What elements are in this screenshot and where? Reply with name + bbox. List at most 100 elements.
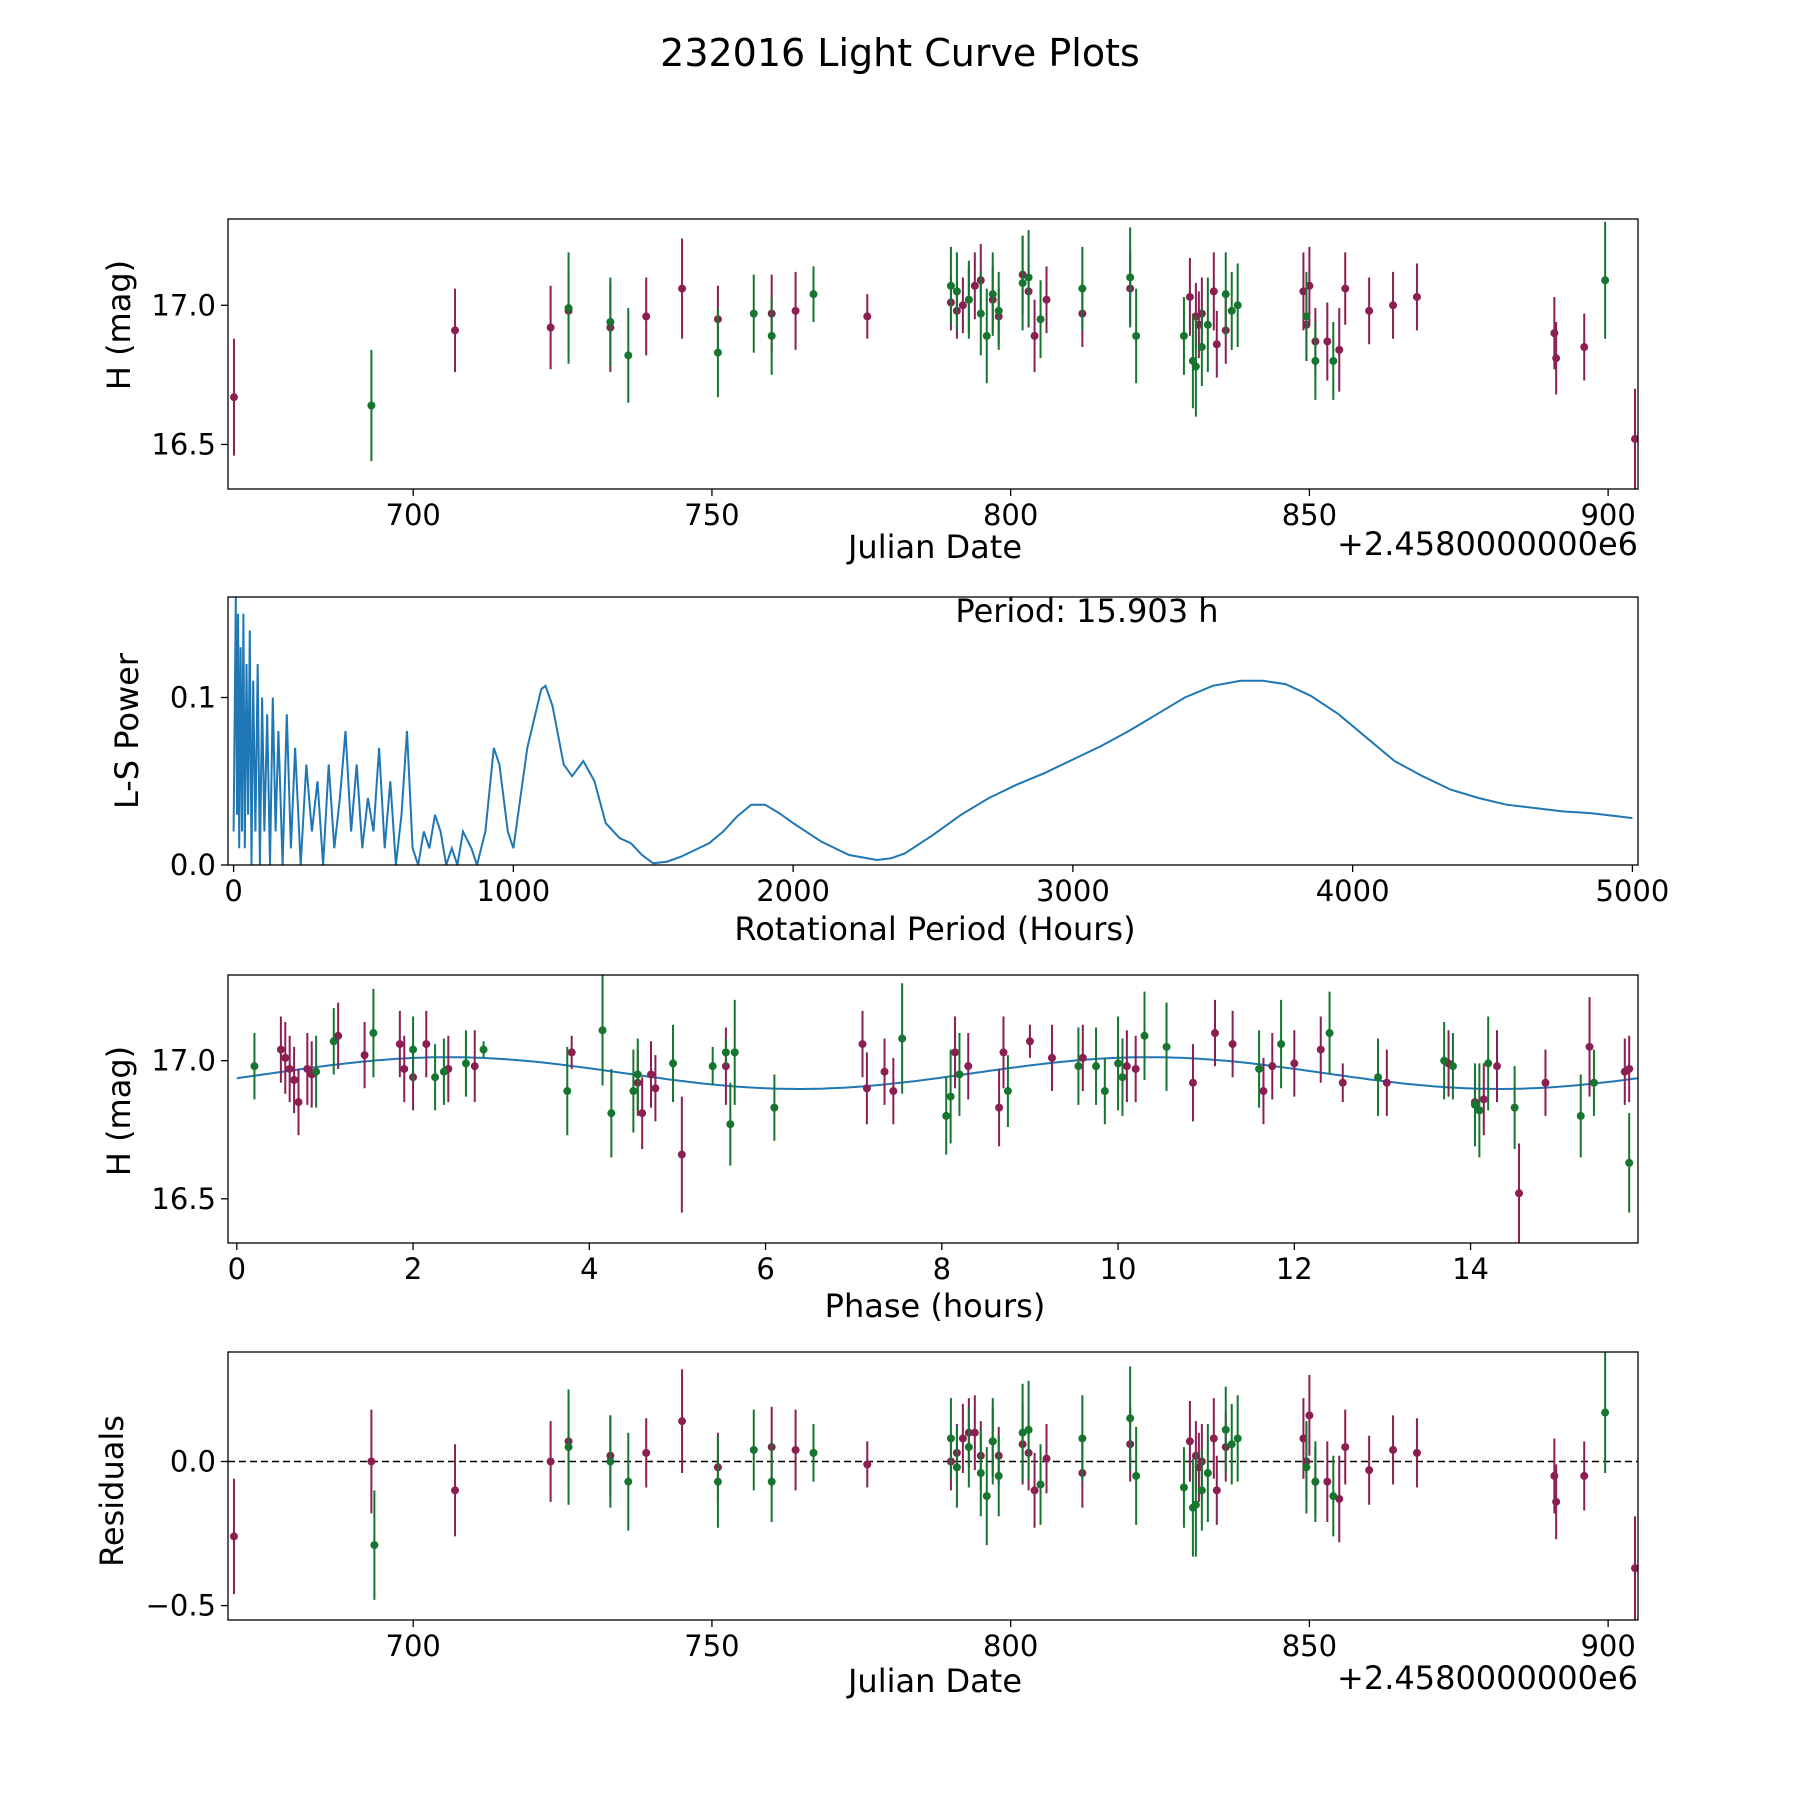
phase-curve-data-point (708, 1062, 717, 1071)
light-curve-data-point (229, 393, 238, 402)
phase-curve-data-point (1541, 1078, 1550, 1087)
phase-curve-point-0-34 (1131, 1035, 1140, 1103)
light-curve-point-0-40 (1389, 271, 1398, 339)
residuals-point-1-4 (713, 1435, 722, 1528)
phase-curve-data-point (946, 1092, 955, 1101)
phase-curve-point-0-28 (995, 1068, 1004, 1147)
phase-curve-data-point (1589, 1078, 1598, 1087)
phase-curve-ylabel: H (mag) (100, 1046, 138, 1176)
light-curve-data-point (1311, 356, 1320, 365)
residuals-data-point (964, 1443, 973, 1452)
phase-curve-data-point (1259, 1087, 1268, 1096)
light-curve-data-point (946, 281, 955, 290)
residuals-point-0-2 (451, 1444, 460, 1537)
phase-curve-point-0-5 (303, 1033, 312, 1105)
phase-curve-point-1-28 (1114, 1016, 1123, 1111)
phase-curve-point-0-10 (400, 1035, 409, 1103)
light-curve-data-point (1552, 354, 1561, 363)
phase-curve-data-point (1100, 1087, 1109, 1096)
residuals-data-point (606, 1457, 615, 1466)
residuals-data-point (1179, 1483, 1188, 1492)
residuals-data-point (1341, 1443, 1350, 1452)
phase-curve-point-0-38 (1259, 1057, 1268, 1125)
residuals-point-0-41 (1389, 1415, 1398, 1485)
light-curve-data-point (1209, 287, 1218, 296)
light-curve-point-0-6 (678, 238, 687, 339)
residuals-point-1-13 (988, 1398, 997, 1485)
phase-curve-point-1-36 (1440, 1021, 1449, 1100)
light-curve-point-1-19 (1126, 227, 1135, 328)
phase-curve-data-point (858, 1040, 867, 1049)
phase-curve-point-0-2 (285, 1035, 294, 1103)
light-curve-data-point (767, 331, 776, 340)
light-curve-xlabel: Julian Date (846, 528, 1022, 566)
residuals-point-1-31 (1329, 1455, 1338, 1537)
phase-curve-point-0-33 (1122, 1030, 1131, 1103)
residuals-point-0-38 (1335, 1455, 1344, 1543)
light-curve-point-0-1 (451, 288, 460, 373)
residuals-data-point (1191, 1500, 1200, 1509)
light-curve-data-point (1323, 337, 1332, 346)
light-curve-point-1-25 (1203, 277, 1212, 373)
phase-curve-data-point (1475, 1106, 1484, 1115)
phase-curve-data-point (999, 1048, 1008, 1057)
residuals-point-0-0 (229, 1478, 238, 1595)
residuals-data-point (1389, 1445, 1398, 1454)
phase-curve-data-point (1277, 1040, 1286, 1049)
residuals-point-1-18 (1078, 1395, 1087, 1482)
light-curve-data-point (1389, 301, 1398, 310)
phase-curve-point-1-17 (726, 1082, 735, 1166)
light-curve-data-point (952, 287, 961, 296)
residuals-data-point (988, 1437, 997, 1446)
phase-curve-data-point (409, 1045, 418, 1054)
light-curve-plot-area (229, 221, 1638, 489)
light-curve-data-point (976, 309, 985, 318)
residuals-xtick-label: 700 (386, 1629, 441, 1663)
phase-curve-data-point (567, 1048, 576, 1057)
phase-curve-data-point (647, 1070, 655, 1079)
phase-curve-point-0-26 (951, 1016, 960, 1089)
residuals-plot-area (228, 1352, 1638, 1620)
residuals-xtick-label: 800 (983, 1629, 1038, 1663)
residuals-point-1-10 (964, 1406, 973, 1488)
light-curve-data-point (1203, 320, 1212, 329)
residuals-point-1-7 (809, 1424, 818, 1482)
phase-curve-point-0-24 (880, 1038, 889, 1105)
light-curve-data-point (982, 331, 991, 340)
light-curve-point-1-2 (606, 277, 615, 367)
light-curve-point-1-9 (952, 252, 961, 331)
residuals-point-0-14 (958, 1403, 967, 1474)
light-curve-point-1-12 (982, 288, 991, 384)
light-curve-data-point (988, 290, 997, 299)
phase-curve-point-1-27 (1100, 1057, 1109, 1125)
residuals-data-point (1552, 1497, 1561, 1506)
phase-curve-point-0-50 (1585, 997, 1594, 1097)
phase-curve-data-point (1585, 1042, 1594, 1051)
periodogram-ytick-label: 0.1 (170, 681, 216, 715)
residuals-data-point (564, 1443, 573, 1452)
phase-curve-point-1-41 (1510, 1066, 1519, 1150)
residuals-point-0-42 (1412, 1418, 1421, 1488)
residuals-point-1-20 (1132, 1426, 1141, 1525)
light-curve-data-point (1212, 340, 1221, 349)
phase-curve-data-point (669, 1059, 678, 1068)
periodogram-ytick-label: 0.0 (170, 848, 216, 882)
residuals-data-point (1197, 1486, 1206, 1495)
phase-curve-point-0-23 (862, 1052, 871, 1125)
residuals-data-point (713, 1477, 722, 1486)
residuals-point-0-26 (1185, 1400, 1194, 1482)
light-curve-point-0-13 (958, 277, 967, 334)
residuals-data-point (1365, 1466, 1374, 1475)
light-curve-point-1-31 (1329, 321, 1338, 400)
residuals-ytick-label: 0.0 (170, 1445, 216, 1479)
phase-curve-xtick-label: 10 (1100, 1252, 1137, 1286)
phase-curve-data-point (1316, 1045, 1325, 1054)
phase-curve-point-1-30 (1140, 991, 1149, 1080)
phase-curve-xlabel: Phase (hours) (825, 1287, 1046, 1325)
phase-curve-data-point (1448, 1062, 1457, 1071)
phase-curve-data-point (1470, 1100, 1479, 1109)
periodogram-annotation: Period: 15.903 h (955, 592, 1218, 630)
residuals-data-point (678, 1417, 687, 1426)
light-curve-point-1-24 (1197, 308, 1206, 387)
